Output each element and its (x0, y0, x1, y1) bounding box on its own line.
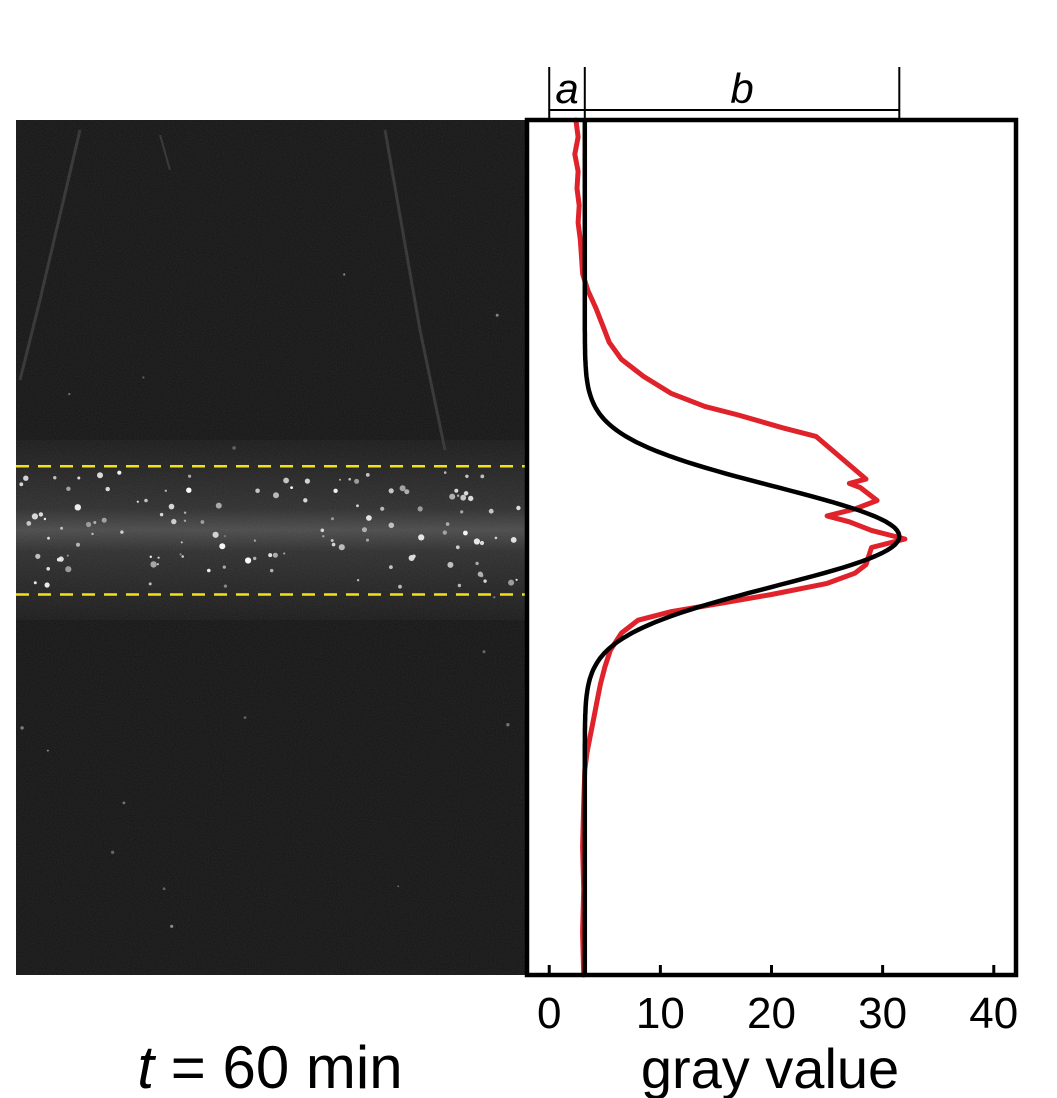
gaussian-fit-line (582, 120, 902, 975)
width-b-label: b (730, 65, 753, 112)
gray-value-profile-chart: 0 10 20 30 40 gray value (524, 117, 1019, 1098)
x-axis-label: gray value (641, 1037, 899, 1098)
width-brackets (548, 67, 901, 118)
time-variable: t (137, 1034, 156, 1098)
x-tick-label-30: 30 (858, 989, 907, 1038)
plot-area (527, 120, 1016, 975)
x-tick-label-40: 40 (969, 989, 1018, 1038)
measured-profile-line (572, 117, 908, 978)
time-caption: t = 60 min (137, 1034, 402, 1098)
time-value: = 60 min (154, 1034, 402, 1098)
micrograph-image (16, 120, 526, 975)
x-tick-label-0: 0 (537, 989, 561, 1038)
x-axis-tick-labels: 0 10 20 30 40 (537, 989, 1018, 1038)
x-tick-label-20: 20 (747, 989, 796, 1038)
x-tick-label-10: 10 (636, 989, 685, 1038)
width-a-label: a (555, 65, 578, 112)
plot-frame (524, 117, 1019, 978)
